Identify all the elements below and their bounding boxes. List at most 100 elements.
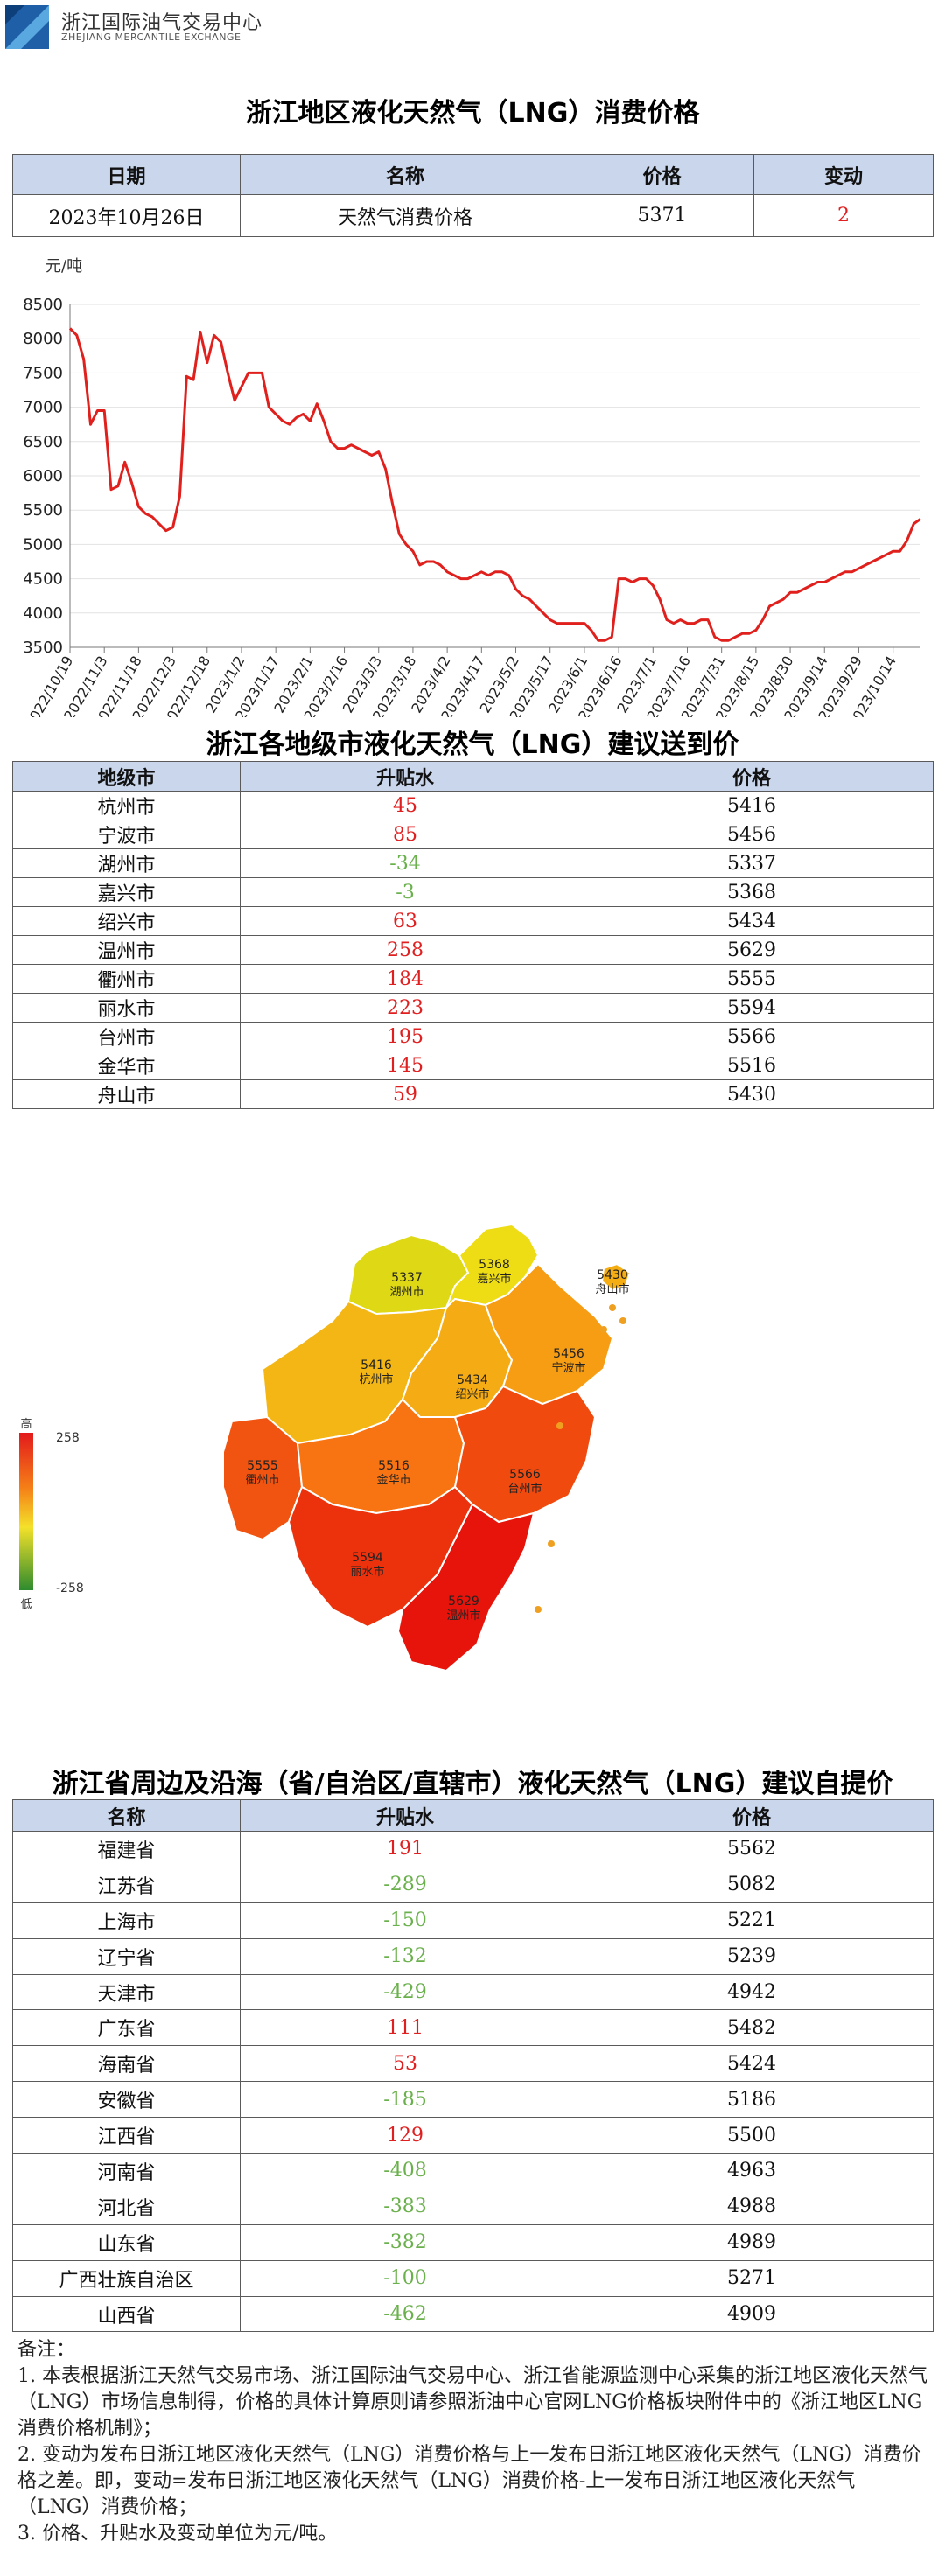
map-region-price: 5516 [378,1459,410,1473]
table-row: 金华市 145 5516 [12,1051,934,1080]
row-diff: 195 [240,1022,570,1051]
table-row: 河南省 -408 4963 [12,2153,934,2189]
y-tick-label: 8000 [23,330,63,348]
row-name: 舟山市 [12,1079,241,1109]
header-price: 价格 [570,761,934,792]
row-diff: 53 [240,2045,570,2083]
row-name: 福建省 [12,1831,241,1867]
note-3: 3. 价格、升贴水及变动单位为元/吨。 [18,2523,338,2545]
row-diff: -150 [240,1902,570,1939]
exchange-logo-icon [5,5,49,49]
row-name: 山西省 [12,2295,241,2333]
row-name: 天津市 [12,1973,241,2011]
provinces-title: 浙江省周边及沿海（省/自治区/直辖市）液化天然气（LNG）建议自提价 [52,1769,893,1799]
row-price: 5555 [570,964,934,994]
table-row: 河北省 -383 4988 [12,2188,934,2225]
map-region-name: 杭州市 [359,1372,393,1386]
row-name: 辽宁省 [12,1937,241,1975]
table-row: 天津市 -429 4942 [12,1973,934,2011]
row-diff: -3 [240,877,570,907]
row-diff: 63 [240,906,570,936]
table-row: 台州市 195 5566 [12,1022,934,1051]
map-region-price: 5555 [247,1459,278,1473]
map-region [396,1503,536,1672]
y-tick-label: 5000 [23,535,63,554]
row-diff: 191 [240,1831,570,1867]
y-tick-label: 7500 [23,364,63,382]
map-region-price: 5368 [479,1258,510,1272]
map-region [484,1262,614,1406]
y-tick-label: 8500 [23,296,63,314]
table-row: 丽水市 223 5594 [12,993,934,1023]
legend-min-label: -258 [56,1581,84,1595]
island [556,1422,564,1429]
row-name: 山东省 [12,2223,241,2261]
row-diff: 258 [240,935,570,965]
map-region-price: 5430 [597,1268,628,1282]
row-name: 丽水市 [12,993,241,1023]
summary-row: 2023年10月26日 天然气消费价格 5371 2 [12,194,934,237]
row-name: 绍兴市 [12,906,241,936]
map-region-name: 嘉兴市 [477,1272,511,1286]
row-diff: 59 [240,1079,570,1109]
row-price: 5456 [570,820,934,849]
row-price: 4989 [570,2223,934,2261]
row-name: 嘉兴市 [12,877,241,907]
row-diff: -34 [240,848,570,878]
row-name: 广东省 [12,2009,241,2047]
cities-table: 地级市 升贴水 价格 杭州市 45 5416 宁波市 85 5456 湖州市 -34 5337 嘉… [12,761,934,1109]
map-region-name: 绍兴市 [455,1387,489,1401]
table-row: 福建省 191 5562 [12,1831,934,1867]
row-name: 湖州市 [12,848,241,878]
row-name: 广西壮族自治区 [12,2259,241,2297]
row-name: 衢州市 [12,964,241,994]
table-row: 宁波市 85 5456 [12,820,934,849]
row-diff: -429 [240,1973,570,2011]
row-diff: 223 [240,993,570,1023]
header-diff: 升贴水 [240,761,570,792]
legend-max-label: 258 [56,1431,80,1445]
table-row: 安徽省 -185 5186 [12,2081,934,2119]
y-tick-label: 5500 [23,501,63,520]
header-price: 价格 [570,1799,934,1832]
island [600,1326,607,1333]
table-row: 山东省 -382 4989 [12,2223,934,2261]
row-price: 5500 [570,2117,934,2154]
map-region-price: 5337 [391,1271,423,1285]
table-row: 江西省 129 5500 [12,2117,934,2154]
table-row: 广东省 111 5482 [12,2009,934,2047]
row-price: 5368 [570,877,934,907]
notes-heading: 备注： [18,2339,76,2361]
header-name: 名称 [240,154,570,195]
map-region-price: 5566 [509,1468,541,1482]
row-price: 5566 [570,1022,934,1051]
header-date: 日期 [12,154,241,195]
row-price: 5594 [570,993,934,1023]
summary-date: 2023年10月26日 [12,194,241,237]
org-name-en: ZHEJIANG MERCANTILE EXCHANGE [61,31,242,43]
page-header: 浙江国际油气交易中心 ZHEJIANG MERCANTILE EXCHANGE [0,0,945,54]
row-price: 5221 [570,1902,934,1939]
map-region-name: 温州市 [446,1609,480,1623]
table-row: 温州市 258 5629 [12,935,934,965]
row-name: 江苏省 [12,1866,241,1903]
map-region-price: 5456 [553,1347,584,1361]
table-row: 山西省 -462 4909 [12,2295,934,2333]
y-tick-label: 6500 [23,433,63,451]
map-region-price: 5434 [457,1373,488,1387]
summary-table: 日期 名称 价格 变动 2023年10月26日 天然气消费价格 5371 2 [12,154,934,237]
row-price: 5424 [570,2045,934,2083]
row-diff: -132 [240,1937,570,1975]
row-price: 5629 [570,935,934,965]
map-region-name: 金华市 [376,1473,410,1487]
summary-title: 浙江地区液化天然气（LNG）消费价格 [245,98,700,129]
table-row: 广西壮族自治区 -100 5271 [12,2259,934,2297]
y-tick-label: 7000 [23,399,63,417]
row-price: 4909 [570,2295,934,2333]
map-region-name: 丽水市 [350,1565,384,1579]
header-city: 地级市 [12,761,241,792]
y-tick-label: 4000 [23,604,63,623]
row-price: 5239 [570,1937,934,1975]
notes: 备注： 1. 本表根据浙江天然气交易市场、浙江国际油气交易中心、浙江省能源监测中… [18,2337,928,2547]
